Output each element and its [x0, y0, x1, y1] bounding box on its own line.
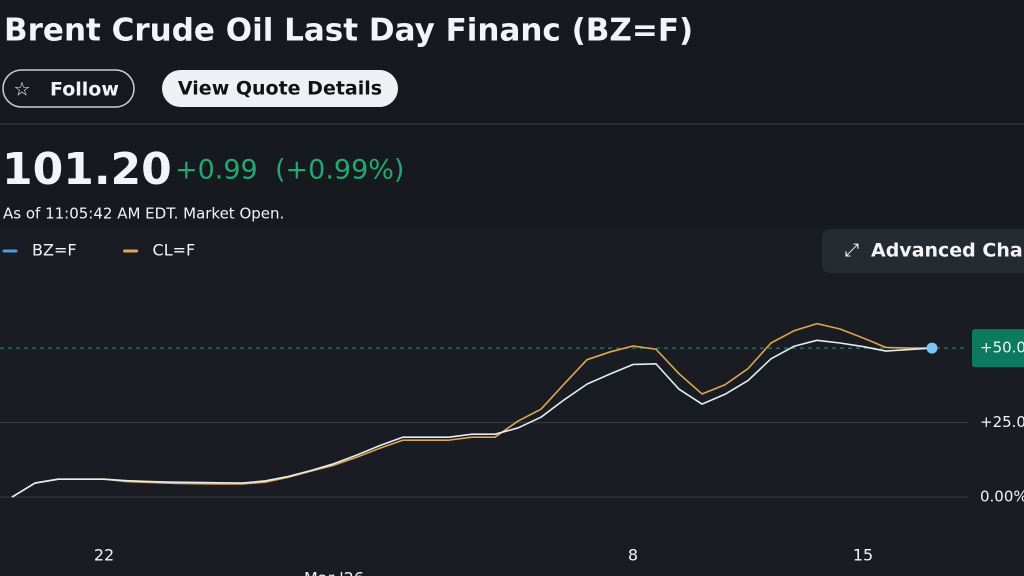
chart-panel	[0, 226, 1024, 576]
quote-button-bg	[162, 70, 398, 107]
y-tick-label: 0.00%	[980, 488, 1024, 506]
price: 101.20	[2, 144, 172, 195]
x-tick-label: 22	[94, 546, 114, 565]
star-icon: ☆	[13, 79, 30, 101]
advanced-chart-label: Advanced Chart	[871, 240, 1024, 262]
legend-label: BZ=F	[32, 241, 77, 260]
x-tick-label: 8	[628, 546, 638, 565]
series-line	[11, 339, 933, 498]
current-badge	[972, 329, 1024, 368]
last-point	[926, 342, 938, 354]
series-line	[11, 322, 932, 498]
x-tick-label: 15	[853, 546, 873, 565]
y-tick-label: +50.0	[980, 339, 1024, 357]
y-tick-label: +25.0	[980, 413, 1024, 431]
advanced-chart-button[interactable]: ⤢ Advanced Chart	[822, 229, 1024, 273]
expand-icon: ⤢	[845, 240, 860, 261]
as-of: As of 11:05:42 AM EDT. Market Open.	[3, 205, 284, 223]
follow-label: Follow	[50, 79, 119, 101]
x-month-label: Mar '26	[304, 569, 364, 576]
follow-button[interactable]: ☆ Follow	[2, 69, 135, 108]
quote-button-label: View Quote Details	[178, 78, 382, 100]
change: +0.99	[175, 155, 258, 186]
legend-label: CL=F	[153, 241, 196, 260]
page-title: Brent Crude Oil Last Day Financ (BZ=F)	[4, 13, 693, 49]
quote-details-button[interactable]: View Quote Details	[162, 70, 398, 107]
change-percent: (+0.99%)	[275, 155, 404, 186]
follow-button-outline	[2, 69, 135, 108]
advanced-chart-bg	[822, 229, 1024, 273]
